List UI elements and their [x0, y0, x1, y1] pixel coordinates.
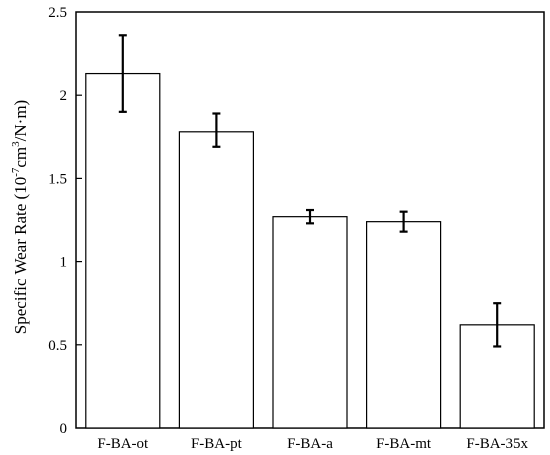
y-tick-label: 1 [60, 255, 68, 271]
error-bar-F-BA-a [306, 208, 314, 225]
bars [85, 72, 535, 429]
x-tick-label: F-BA-35x [466, 436, 528, 452]
y-axis-label-unit-exponent: 3 [10, 141, 22, 147]
bar-F-BA-a [272, 216, 348, 429]
y-axis-label-prefix: Specific Wear Rate (10 [11, 177, 30, 334]
error-bar-F-BA-pt [212, 112, 221, 148]
plot-area: 0 0.5 1 1.5 2 2.5 F-BA-ot F-BA-pt F-BA-a F-BA-mt… [48, 5, 545, 452]
y-tick-label: 2 [60, 88, 68, 104]
y-axis-label: Specific Wear Rate (10-7cm3/N·m) [10, 100, 30, 334]
bar-F-BA-ot [85, 72, 161, 429]
x-tick-label: F-BA-a [287, 436, 333, 452]
error-bars [118, 34, 502, 348]
x-tick-label: F-BA-pt [191, 436, 243, 452]
error-bar-F-BA-mt [399, 210, 408, 233]
error-bar-F-BA-35x [493, 302, 502, 348]
y-axis: 0 0.5 1 1.5 2 2.5 [48, 5, 82, 437]
bar-F-BA-pt [178, 131, 254, 429]
y-tick-label: 0.5 [48, 338, 67, 354]
y-axis-label-unit: cm [11, 147, 30, 168]
y-tick-label: 1.5 [48, 171, 67, 187]
x-axis: F-BA-ot F-BA-pt F-BA-a F-BA-mt F-BA-35x [97, 436, 528, 452]
bar-F-BA-mt [366, 221, 442, 429]
y-axis-label-exponent: -7 [10, 167, 22, 177]
y-tick-label: 0 [60, 421, 68, 437]
y-axis-label-suffix: /N·m) [11, 100, 30, 142]
error-bar-F-BA-ot [118, 34, 127, 113]
x-tick-label: F-BA-mt [376, 436, 432, 452]
x-tick-label: F-BA-ot [97, 436, 149, 452]
y-tick-label: 2.5 [48, 5, 67, 21]
